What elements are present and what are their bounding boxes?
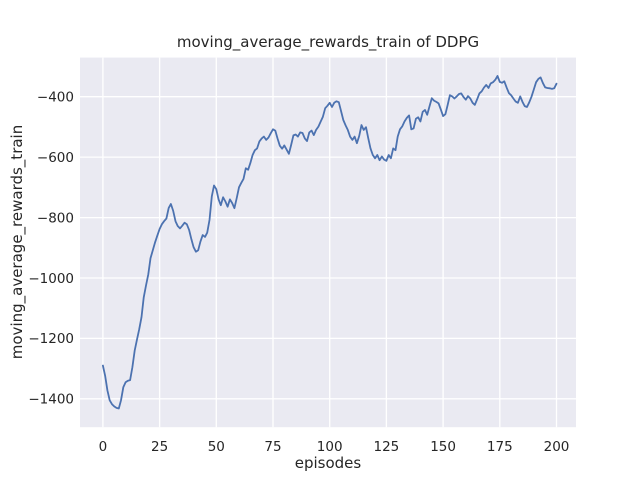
x-tick-label: 150 — [430, 439, 456, 455]
plot-background — [80, 57, 576, 428]
y-axis-label: moving_average_rewards_train — [8, 124, 26, 360]
x-tick-label: 100 — [317, 439, 343, 455]
y-tick-label: −1400 — [28, 392, 74, 408]
x-tick-label: 175 — [487, 439, 513, 455]
x-tick-label: 75 — [264, 439, 281, 455]
x-axis-label: episodes — [294, 454, 362, 472]
y-tick-label: −400 — [37, 90, 74, 106]
y-tick-label: −1000 — [28, 271, 74, 287]
x-tick-label: 50 — [208, 439, 225, 455]
x-tick-label: 200 — [544, 439, 570, 455]
x-tick-label: 125 — [374, 439, 400, 455]
series-line-ddpg — [102, 75, 558, 410]
y-tick-label: −1200 — [28, 331, 74, 347]
y-tick-label: −600 — [37, 150, 74, 166]
x-tick-label: 25 — [151, 439, 168, 455]
x-tick-label: 0 — [99, 439, 108, 455]
chart-title: moving_average_rewards_train of DDPG — [176, 33, 480, 51]
y-tick-label: −800 — [37, 210, 74, 226]
